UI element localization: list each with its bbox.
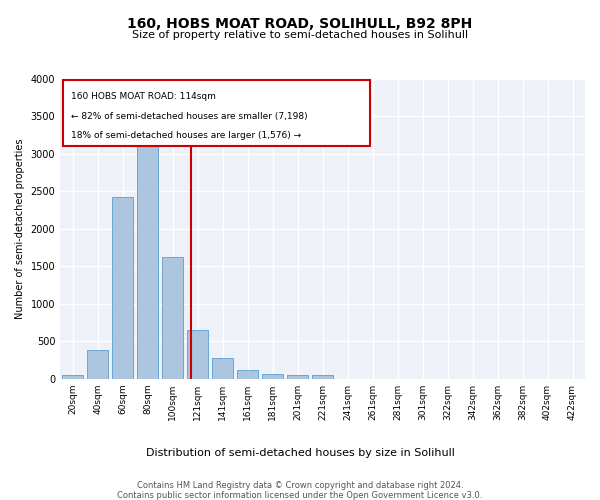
Bar <box>212 358 233 379</box>
Text: 18% of semi-detached houses are larger (1,576) →: 18% of semi-detached houses are larger (… <box>71 132 301 140</box>
Text: 160 HOBS MOAT ROAD: 114sqm: 160 HOBS MOAT ROAD: 114sqm <box>71 92 215 102</box>
Bar <box>62 375 83 379</box>
Text: ← 82% of semi-detached houses are smaller (7,198): ← 82% of semi-detached houses are smalle… <box>71 112 307 121</box>
Text: 160, HOBS MOAT ROAD, SOLIHULL, B92 8PH: 160, HOBS MOAT ROAD, SOLIHULL, B92 8PH <box>127 18 473 32</box>
Bar <box>187 330 208 379</box>
Bar <box>237 370 258 379</box>
Text: Distribution of semi-detached houses by size in Solihull: Distribution of semi-detached houses by … <box>146 448 454 458</box>
Bar <box>137 144 158 379</box>
Y-axis label: Number of semi-detached properties: Number of semi-detached properties <box>15 138 25 319</box>
Bar <box>262 374 283 379</box>
Text: Size of property relative to semi-detached houses in Solihull: Size of property relative to semi-detach… <box>132 30 468 40</box>
Bar <box>287 374 308 379</box>
FancyBboxPatch shape <box>63 80 370 146</box>
Text: Contains HM Land Registry data © Crown copyright and database right 2024.: Contains HM Land Registry data © Crown c… <box>137 481 463 490</box>
Bar <box>87 350 108 379</box>
Bar <box>312 376 333 379</box>
Text: Contains public sector information licensed under the Open Government Licence v3: Contains public sector information licen… <box>118 491 482 500</box>
Bar <box>162 258 183 379</box>
Bar <box>112 198 133 379</box>
